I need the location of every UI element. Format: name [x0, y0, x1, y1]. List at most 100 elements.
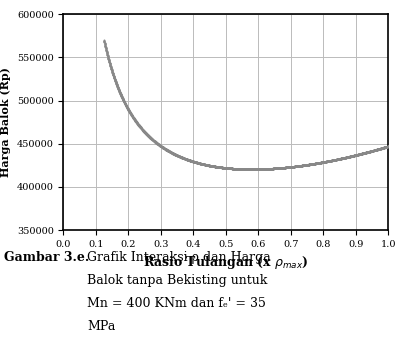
Point — [297, 163, 303, 169]
Point — [165, 148, 171, 154]
Point — [125, 107, 131, 113]
Point — [271, 166, 277, 171]
Point — [208, 163, 214, 169]
Point — [266, 166, 272, 172]
Point — [223, 165, 229, 171]
Point — [103, 45, 109, 51]
Point — [242, 166, 248, 172]
Point — [364, 149, 370, 155]
Point — [146, 133, 152, 139]
Point — [313, 160, 320, 166]
Point — [342, 155, 348, 160]
Point — [247, 166, 253, 172]
Point — [123, 103, 129, 109]
Point — [165, 148, 171, 154]
Point — [379, 145, 386, 151]
Point — [162, 146, 168, 152]
Point — [355, 152, 361, 158]
Point — [111, 74, 117, 80]
Point — [266, 166, 272, 172]
Point — [358, 151, 364, 156]
Point — [167, 149, 173, 155]
Point — [334, 156, 341, 162]
Point — [142, 130, 148, 136]
Point — [118, 92, 124, 98]
Point — [202, 162, 208, 167]
Point — [142, 130, 148, 135]
Point — [252, 166, 258, 172]
Point — [286, 164, 292, 170]
Point — [247, 166, 253, 172]
Point — [103, 47, 109, 52]
Point — [185, 157, 191, 162]
Point — [313, 161, 319, 166]
Point — [202, 162, 208, 167]
Point — [230, 166, 237, 171]
Point — [147, 135, 153, 140]
Point — [143, 131, 149, 137]
Point — [121, 99, 127, 104]
Point — [345, 154, 351, 160]
Point — [254, 166, 261, 172]
Point — [230, 166, 236, 171]
Point — [299, 163, 305, 169]
Point — [248, 166, 254, 172]
Point — [286, 164, 293, 170]
Point — [331, 157, 338, 163]
Point — [289, 164, 295, 170]
Point — [153, 140, 160, 145]
Point — [318, 160, 324, 165]
Point — [332, 157, 338, 162]
Point — [218, 165, 224, 170]
Point — [328, 158, 335, 163]
Point — [228, 166, 234, 171]
Point — [173, 152, 179, 158]
Point — [125, 106, 131, 112]
Point — [302, 162, 308, 168]
Point — [169, 150, 175, 156]
Point — [129, 113, 135, 119]
Point — [155, 142, 162, 147]
Point — [324, 159, 331, 164]
Point — [211, 164, 218, 169]
Point — [291, 164, 297, 169]
Point — [163, 147, 169, 153]
Point — [170, 151, 177, 156]
Point — [269, 166, 275, 171]
Point — [362, 150, 368, 155]
Point — [327, 158, 333, 164]
Point — [227, 166, 234, 171]
Point — [202, 162, 208, 167]
Point — [200, 161, 207, 167]
Point — [105, 53, 111, 59]
Point — [307, 161, 313, 167]
Point — [109, 67, 115, 73]
Point — [275, 165, 282, 171]
Point — [131, 117, 138, 122]
Point — [361, 150, 367, 156]
Point — [237, 166, 244, 172]
Point — [254, 166, 260, 172]
Point — [378, 145, 385, 151]
Point — [193, 159, 199, 165]
Point — [348, 153, 354, 159]
Point — [223, 165, 230, 171]
Point — [244, 166, 251, 172]
Point — [251, 166, 258, 172]
Point — [306, 162, 312, 167]
Point — [108, 65, 114, 70]
Point — [293, 164, 299, 169]
Point — [208, 163, 214, 169]
Point — [114, 84, 121, 90]
Point — [337, 156, 343, 161]
Point — [218, 165, 224, 170]
Point — [171, 151, 177, 157]
Point — [122, 102, 129, 107]
Point — [236, 166, 242, 172]
Point — [329, 158, 335, 163]
Point — [164, 148, 171, 153]
Point — [242, 166, 248, 172]
Point — [134, 120, 140, 126]
Point — [330, 157, 337, 163]
Point — [339, 155, 346, 161]
